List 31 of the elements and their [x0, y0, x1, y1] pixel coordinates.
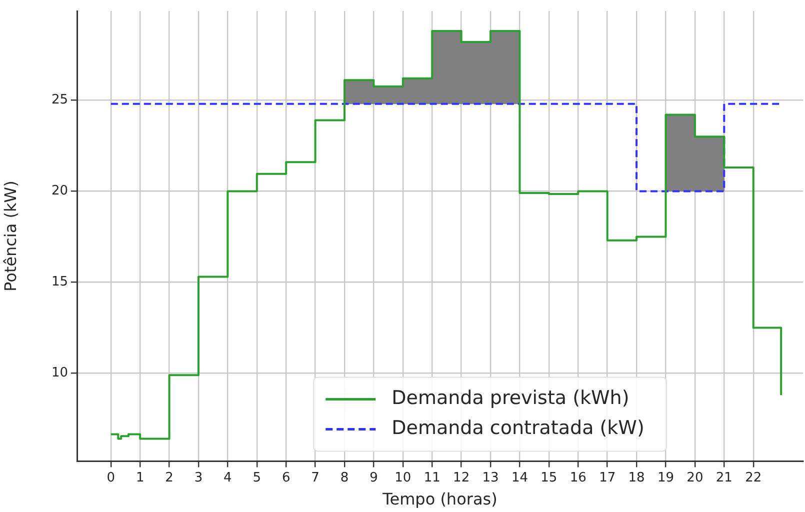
legend-label: Demanda contratada (kW)	[392, 417, 644, 440]
x-tick-label: 9	[370, 470, 378, 486]
x-tick-label: 0	[106, 470, 116, 486]
x-tick-label: 19	[657, 470, 674, 486]
x-tick-label: 6	[282, 470, 290, 486]
y-axis-title: Potência (kW)	[0, 180, 20, 292]
x-tick-label: 1	[136, 470, 144, 486]
x-tick-label: 11	[424, 470, 440, 486]
y-tick-label: 25	[51, 92, 68, 108]
y-tick-label: 20	[51, 184, 68, 199]
x-tick-label: 2	[165, 470, 174, 486]
x-axis-title: Tempo (horas)	[382, 490, 498, 509]
x-tick-label: 15	[540, 470, 558, 486]
y-tick-label: 15	[51, 274, 68, 290]
x-tick-label: 17	[599, 470, 616, 486]
x-tick-label: 7	[311, 470, 320, 486]
x-tick-label: 22	[745, 470, 762, 486]
x-tick-label: 16	[570, 470, 586, 486]
x-tick-label: 18	[628, 470, 645, 486]
x-tick-label: 12	[453, 470, 470, 486]
x-tick-label: 13	[482, 470, 499, 486]
x-tick-label: 10	[394, 470, 412, 486]
x-tick-label: 4	[224, 470, 232, 486]
x-tick-label: 3	[194, 470, 203, 486]
x-tick-label: 5	[252, 470, 262, 486]
x-tick-label: 20	[686, 470, 704, 486]
x-tick-label: 14	[511, 470, 528, 486]
y-tick-label: 10	[51, 366, 68, 381]
x-tick-label: 8	[340, 470, 349, 486]
legend-label: Demanda prevista (kWh)	[392, 387, 630, 410]
x-tick-label: 21	[716, 470, 732, 486]
